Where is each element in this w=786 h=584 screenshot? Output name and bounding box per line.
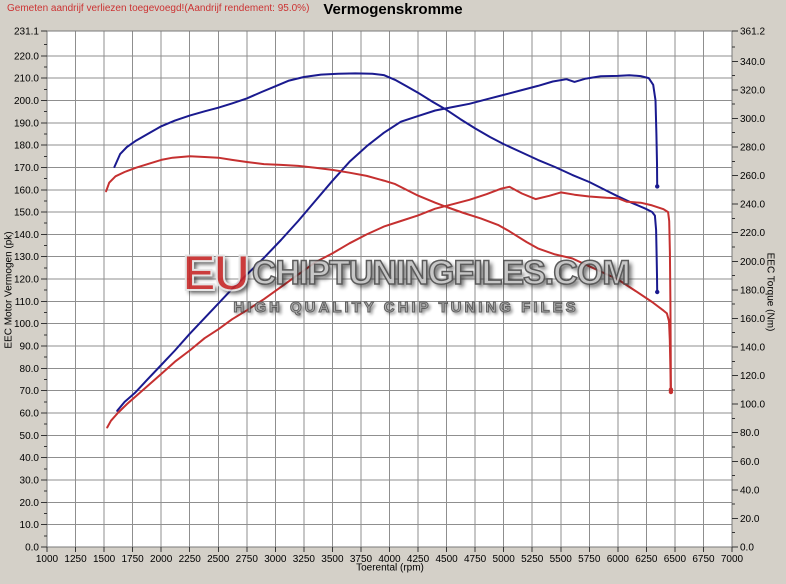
x-axis-tick-label: 2000 [150, 554, 173, 565]
curve-torque-tuned-nm [113, 72, 659, 293]
x-axis-tick-label: 2500 [207, 554, 230, 565]
y-right-tick-label: 20.0 [740, 514, 760, 525]
x-axis-tick-label: 5250 [521, 554, 544, 565]
x-axis-tick-label: 6250 [635, 554, 658, 565]
y-left-tick-label: 190.0 [14, 118, 39, 129]
y-right-tick-label: 120.0 [740, 371, 765, 382]
x-axis-tick-label: 2750 [236, 554, 259, 565]
drivetrain-loss-note: Gemeten aandrijf verliezen toegevoegd!(A… [7, 3, 310, 14]
x-axis-tick-label: 6000 [607, 554, 630, 565]
y-right-tick-label: 40.0 [740, 485, 760, 496]
x-axis-tick-label: 1500 [93, 554, 116, 565]
y-right-tick-label: 200.0 [740, 257, 765, 268]
y-right-tick-label: 300.0 [740, 114, 765, 125]
x-axis-tick-label: 1000 [36, 554, 59, 565]
x-axis-tick-label: 3500 [321, 554, 344, 565]
y-left-tick-label: 70.0 [20, 386, 40, 397]
y-left-tick-label: 180.0 [14, 141, 39, 152]
x-axis-tick-label: 5750 [578, 554, 601, 565]
x-axis-tick-label: 1750 [122, 554, 145, 565]
x-axis-tick-label: 7000 [721, 554, 744, 565]
y-left-tick-label: 110.0 [15, 297, 40, 308]
page-title: Vermogenskromme [323, 1, 463, 18]
y-right-tick-label: 220.0 [740, 228, 765, 239]
y-left-tick-label: 231.1 [14, 27, 39, 38]
y-right-tick-label: 60.0 [740, 457, 760, 468]
y-left-tick-label: 140.0 [14, 230, 39, 241]
y-right-tick-label: 320.0 [740, 85, 765, 96]
y-left-tick-label: 0.0 [25, 543, 39, 554]
y-left-tick-label: 80.0 [20, 364, 40, 375]
x-axis-tick-label: 3250 [293, 554, 316, 565]
y-left-tick-label: 170.0 [14, 163, 39, 174]
y-left-tick-label: 200.0 [14, 96, 39, 107]
y-right-tick-label: 0.0 [740, 543, 754, 554]
y-right-tick-label: 160.0 [740, 314, 765, 325]
y-axis-label-right: EEC Torque (Nm) [764, 252, 776, 332]
y-right-tick-label: 100.0 [740, 400, 765, 411]
y-right-tick-label: 80.0 [740, 428, 760, 439]
y-left-tick-label: 160.0 [14, 185, 39, 196]
x-axis-tick-label: 4500 [435, 554, 458, 565]
y-left-tick-label: 120.0 [14, 275, 39, 286]
x-axis-label: Toerental (rpm) [356, 562, 424, 574]
y-right-tick-label: 280.0 [740, 143, 765, 154]
curve-power-tuned-pk [116, 74, 659, 412]
y-left-tick-label: 60.0 [20, 409, 40, 420]
y-left-tick-label: 50.0 [20, 431, 40, 442]
x-axis-tick-label: 1250 [64, 554, 87, 565]
x-axis-tick-label: 3750 [350, 554, 373, 565]
y-left-tick-label: 30.0 [20, 476, 40, 487]
curve-end-marker-power-tuned-pk [655, 184, 660, 189]
x-axis-tick-label: 5500 [550, 554, 573, 565]
y-left-tick-label: 130.0 [14, 252, 39, 263]
y-right-tick-label: 340.0 [740, 57, 765, 68]
y-left-tick-label: 90.0 [20, 342, 40, 353]
y-left-tick-label: 100.0 [14, 319, 39, 330]
y-left-tick-label: 150.0 [14, 208, 39, 219]
x-axis-tick-label: 4750 [464, 554, 487, 565]
y-left-tick-label: 210.0 [14, 74, 39, 85]
y-right-tick-label: 140.0 [740, 343, 765, 354]
y-right-tick-label: 240.0 [740, 200, 765, 211]
y-right-tick-label: 260.0 [740, 171, 765, 182]
x-axis-tick-label: 6500 [664, 554, 687, 565]
y-axis-label-left: EEC Motor Vermogen (pk) [3, 231, 15, 349]
curve-power-original-pk [106, 185, 672, 429]
y-left-tick-label: 20.0 [20, 498, 40, 509]
y-left-tick-label: 10.0 [20, 520, 40, 531]
curve-end-marker-torque-tuned-nm [655, 289, 660, 295]
curve-end-marker-torque-original-nm [668, 389, 674, 395]
y-right-tick-label: 180.0 [740, 285, 765, 296]
y-left-tick-label: 220.0 [14, 51, 39, 62]
x-axis-tick-label: 2250 [179, 554, 202, 565]
y-right-tick-label: 361.2 [740, 27, 765, 38]
x-axis-tick-label: 3000 [264, 554, 287, 565]
y-left-tick-label: 40.0 [20, 453, 40, 464]
x-axis-tick-label: 5000 [493, 554, 516, 565]
x-axis-tick-label: 4000 [378, 554, 401, 565]
x-axis-tick-label: 6750 [692, 554, 715, 565]
x-axis-tick-label: 4250 [407, 554, 430, 565]
curve-torque-original-nm [105, 155, 672, 393]
